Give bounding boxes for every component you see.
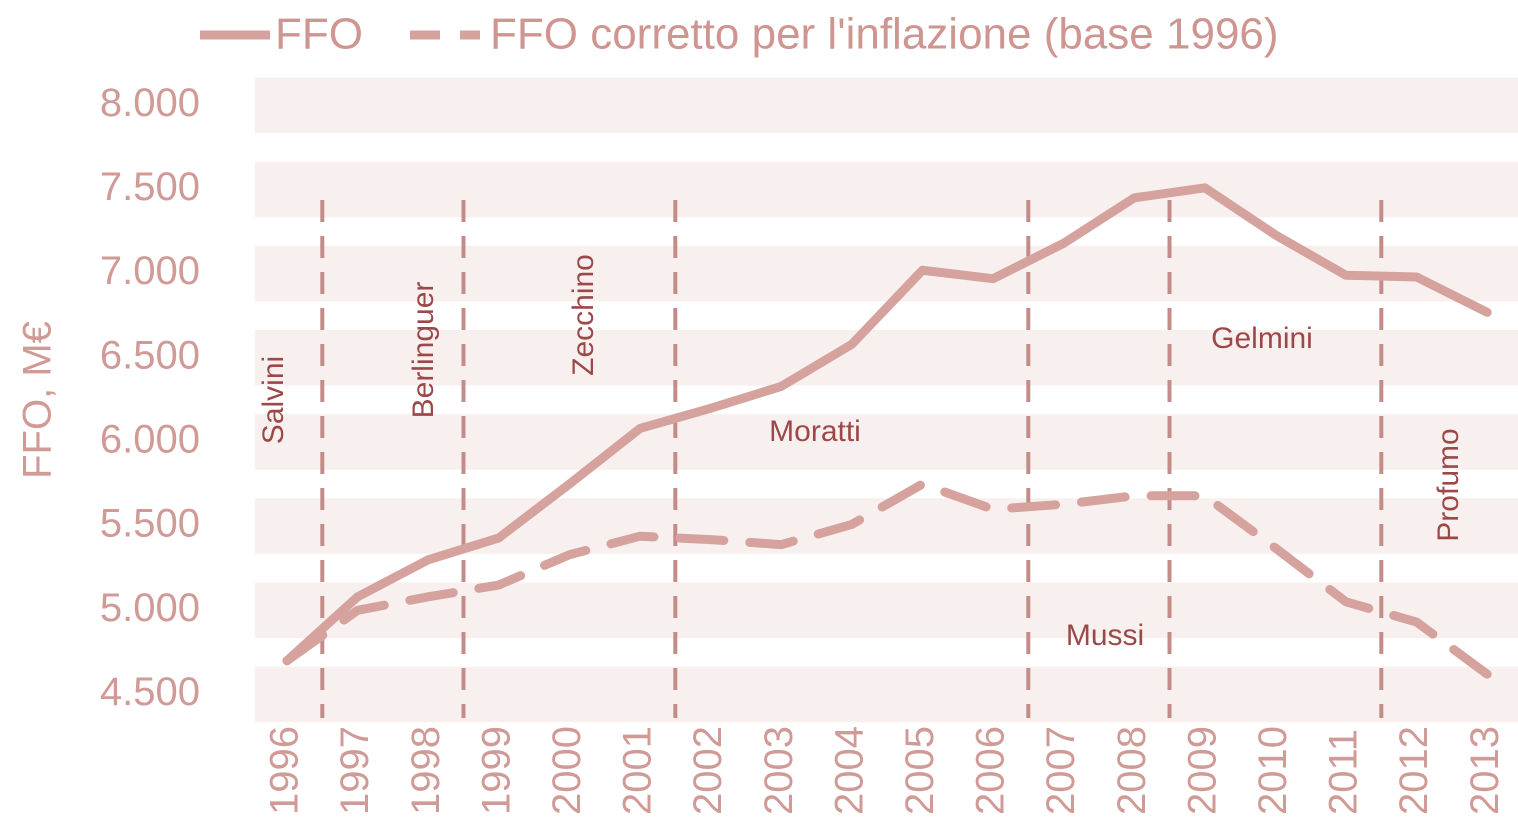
x-tick-label: 2013	[1463, 726, 1507, 815]
x-tick-label: 2009	[1180, 726, 1224, 815]
x-tick-label: 2001	[616, 726, 660, 815]
minister-label: Moratti	[769, 415, 861, 448]
series-line	[282, 183, 1492, 666]
x-tick-label: 2002	[686, 726, 730, 815]
x-tick-label: 1997	[333, 726, 377, 815]
band	[255, 666, 1518, 723]
y-axis-label: FFO, M€	[16, 321, 60, 479]
y-tick-label: 7.000	[100, 249, 200, 293]
legend-label: FFO	[275, 10, 363, 59]
band	[255, 414, 1518, 470]
series-line	[282, 479, 1492, 679]
minister-label: Profumo	[1432, 428, 1465, 541]
x-tick-label: 2012	[1392, 726, 1436, 815]
x-tick-label: 2000	[545, 726, 589, 815]
x-tick-label: 1999	[474, 726, 518, 815]
y-tick-label: 5.000	[100, 586, 200, 630]
x-tick-label: 2003	[757, 726, 801, 815]
x-tick-label: 2005	[898, 726, 942, 815]
y-tick-label: 4.500	[100, 670, 200, 714]
y-tick-label: 6.500	[100, 333, 200, 377]
band	[255, 330, 1518, 386]
band	[255, 245, 1518, 302]
y-tick-label: 7.500	[100, 165, 200, 209]
x-tick-label: 1996	[263, 726, 307, 815]
minister-label: Gelmini	[1211, 322, 1313, 355]
x-tick-label: 1998	[404, 726, 448, 815]
x-tick-label: 2006	[969, 726, 1013, 815]
y-tick-label: 6.000	[100, 418, 200, 462]
minister-label: Zecchino	[567, 254, 600, 376]
x-tick-label: 2008	[1110, 726, 1154, 815]
y-tick-label: 8.000	[100, 81, 200, 125]
band	[255, 77, 1518, 134]
y-tick-label: 5.500	[100, 502, 200, 546]
band	[255, 161, 1518, 218]
x-tick-label: 2010	[1251, 726, 1295, 815]
x-tick-label: 2011	[1322, 729, 1366, 815]
minister-label: Berlinguer	[407, 282, 440, 419]
legend-label: FFO corretto per l'inflazione (base 1996…	[490, 10, 1279, 59]
x-tick-label: 2004	[827, 726, 871, 815]
minister-label: Salvini	[257, 356, 290, 444]
minister-label: Mussi	[1066, 619, 1144, 652]
x-tick-label: 2007	[1039, 726, 1083, 815]
